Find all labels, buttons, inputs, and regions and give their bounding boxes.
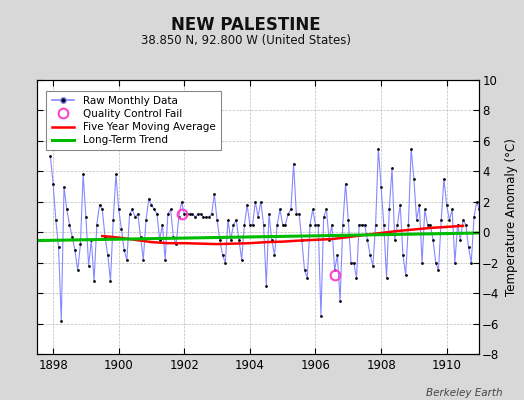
Legend: Raw Monthly Data, Quality Control Fail, Five Year Moving Average, Long-Term Tren: Raw Monthly Data, Quality Control Fail, … xyxy=(46,91,221,150)
Y-axis label: Temperature Anomaly (°C): Temperature Anomaly (°C) xyxy=(505,138,518,296)
Text: Berkeley Earth: Berkeley Earth xyxy=(427,388,503,398)
Text: 38.850 N, 92.800 W (United States): 38.850 N, 92.800 W (United States) xyxy=(141,34,351,47)
Text: NEW PALESTINE: NEW PALESTINE xyxy=(171,16,321,34)
